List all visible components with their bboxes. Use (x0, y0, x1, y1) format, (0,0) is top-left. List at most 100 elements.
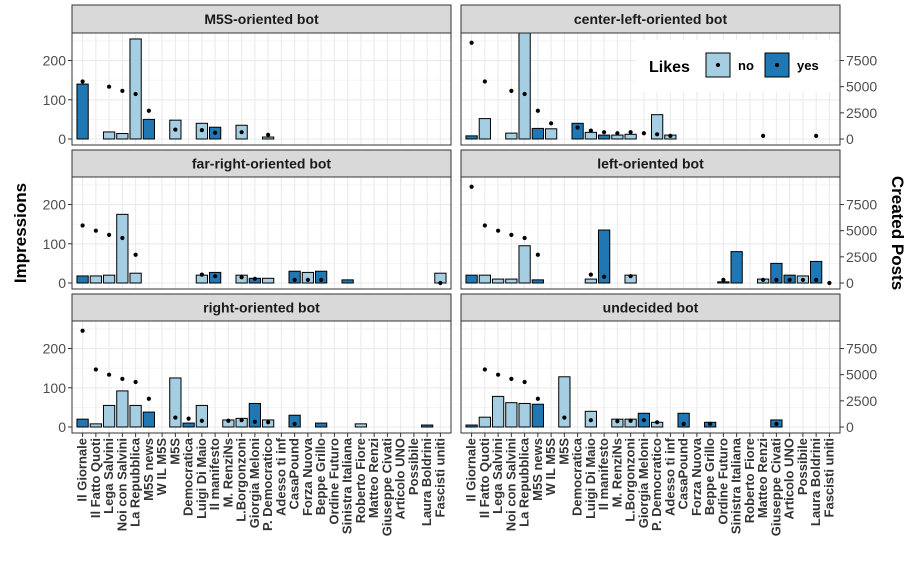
y2-tick-label: 0 (846, 275, 854, 291)
bar (169, 377, 182, 428)
legend-key-point (715, 62, 721, 68)
created-posts-point (213, 274, 218, 279)
bar (116, 133, 129, 140)
created-posts-point (469, 184, 474, 189)
created-posts-point (93, 367, 98, 372)
bar (129, 272, 142, 284)
bar (288, 270, 301, 284)
created-posts-point (469, 40, 474, 45)
panel-4: left-oriented bot 0 2500 5000 7500 (460, 149, 877, 291)
x-tick-label: Laura Boldrini (808, 438, 823, 526)
x-tick-label: M. RenziNs (220, 438, 235, 507)
y-tick-label: 0 (58, 275, 66, 291)
created-posts-point (496, 228, 501, 233)
x-tick-label: Ordine Futuro (326, 438, 341, 525)
created-posts-point (107, 232, 112, 237)
x-tick-label: Sinistra Italiana (729, 437, 744, 534)
secondary-y-axis-title: Created Posts (888, 176, 907, 290)
created-posts-point (535, 108, 540, 113)
panel-border (460, 176, 841, 290)
panel-background (461, 177, 840, 289)
y2-tick-label: 7500 (846, 53, 877, 69)
panel-background (72, 321, 451, 433)
created-posts-point (239, 418, 244, 423)
created-posts-point (681, 421, 686, 426)
x-tick-label: Ordine Futuro (715, 438, 730, 525)
legend-label: yes (797, 58, 819, 73)
bar (76, 83, 89, 140)
x-tick-label: Fascisti uniti (432, 438, 447, 517)
created-posts-point (509, 232, 514, 237)
created-posts-point (628, 418, 633, 423)
x-tick-label: Beppe Grillo (702, 438, 717, 515)
bar (89, 275, 102, 284)
created-posts-point (305, 277, 310, 282)
x-tick-label: Possibile (795, 438, 810, 495)
bar (76, 418, 89, 428)
bar (102, 131, 116, 140)
x-tick-label: Il Giornale (75, 438, 90, 502)
created-posts-point (186, 416, 191, 421)
y2-tick-label: 0 (846, 131, 854, 147)
created-posts-point (628, 130, 633, 135)
bar (717, 281, 730, 284)
bar (544, 128, 558, 140)
created-posts-point (814, 277, 819, 282)
bar (315, 422, 328, 428)
bar (491, 278, 505, 284)
created-posts-point (120, 235, 125, 241)
created-posts-point (774, 277, 779, 282)
x-tick-label: Il manifesto (596, 438, 611, 510)
x-tick-label: Laura Boldrini (419, 438, 434, 526)
x-tick-label: Matteo Renzi (366, 438, 381, 518)
x-tick-label: Fascisti uniti (821, 438, 836, 517)
bar (518, 32, 531, 140)
created-posts-point (199, 272, 204, 277)
x-tick-label: P. Democratico (260, 438, 275, 531)
created-posts-point (655, 420, 660, 425)
created-posts-point (535, 396, 540, 401)
x-tick-label: Lega Salvini (101, 438, 116, 514)
created-posts-point (522, 379, 527, 385)
created-posts-point (252, 276, 257, 281)
bar (624, 133, 637, 140)
created-posts-point (588, 418, 593, 423)
panel-border (460, 32, 841, 146)
x-tick-label: P. Democratico (649, 438, 664, 531)
bar (182, 422, 195, 428)
bar (770, 262, 783, 284)
y2-tick-label: 0 (846, 419, 854, 435)
x-tick-label: Giorgia Meloni (636, 438, 651, 528)
y-tick-label: 100 (43, 236, 67, 252)
bar (89, 423, 102, 428)
created-posts-point (239, 130, 244, 135)
created-posts-point (80, 79, 85, 84)
created-posts-point (93, 228, 98, 233)
x-tick-label: Beppe Grillo (313, 438, 328, 515)
panel-background (72, 177, 451, 289)
x-tick-label: W IL M5S (543, 438, 558, 496)
x-tick-label: CasaPound (676, 438, 691, 510)
x-tick-label: Roberto Fiore (353, 438, 368, 523)
x-tick-label: Adesso ti inf (273, 437, 288, 516)
x-tick-label: Noi con Salvini (503, 438, 518, 531)
bar (518, 245, 531, 284)
bar (478, 118, 491, 140)
created-posts-point (535, 252, 540, 257)
y-tick-label: 200 (43, 197, 67, 213)
bar (354, 423, 368, 428)
panel-background (461, 321, 840, 433)
bar (116, 213, 129, 284)
x-tick-label: Lega Salvini (490, 438, 505, 514)
created-posts-point (133, 252, 138, 257)
created-posts-point (80, 223, 85, 228)
legend-label: no (738, 58, 754, 73)
bar (677, 412, 690, 428)
bar (465, 424, 478, 428)
bar (730, 251, 743, 284)
created-posts-point (588, 128, 593, 133)
x-tick-label: Luigi Di Maio (194, 438, 209, 519)
x-tick-label: Il manifesto (207, 438, 222, 510)
x-tick-label: Giorgia Meloni (247, 438, 262, 528)
